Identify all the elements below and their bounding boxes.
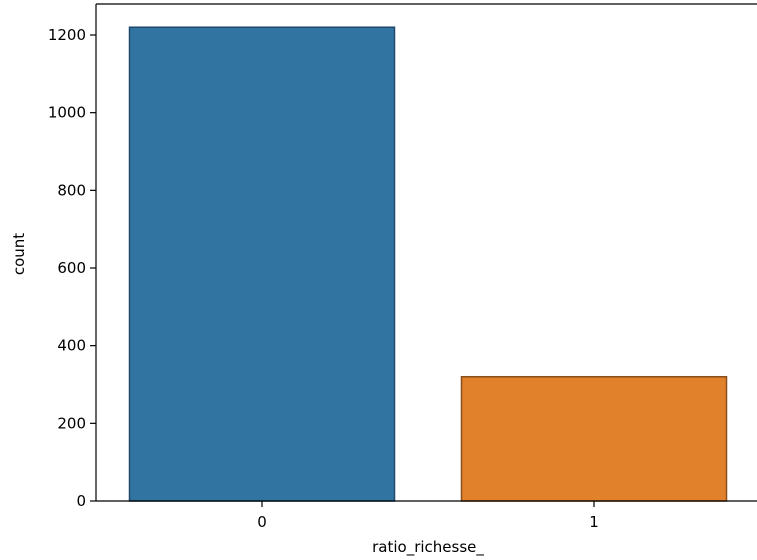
- axes-frame: [95, 3, 757, 502]
- y-tick-label: 600: [57, 259, 86, 277]
- x-tick-label: 1: [589, 513, 599, 531]
- x-tick-label: 0: [257, 513, 267, 531]
- y-tick-label: 800: [57, 181, 86, 199]
- y-tick-label: 1000: [48, 104, 86, 122]
- y-axis-label: count: [10, 233, 28, 275]
- bar-1: [460, 375, 728, 502]
- y-tick-label: 200: [57, 414, 86, 432]
- x-axis-label: ratio_richesse_: [372, 538, 484, 557]
- y-tick-label: 400: [57, 337, 86, 355]
- bars-group: [128, 26, 728, 502]
- y-tick-label: 0: [76, 492, 86, 510]
- y-axis-ticks: 0 200 400 600 800 1000 1200: [48, 26, 96, 510]
- y-tick-label: 1200: [48, 26, 86, 44]
- bar-0: [128, 26, 396, 502]
